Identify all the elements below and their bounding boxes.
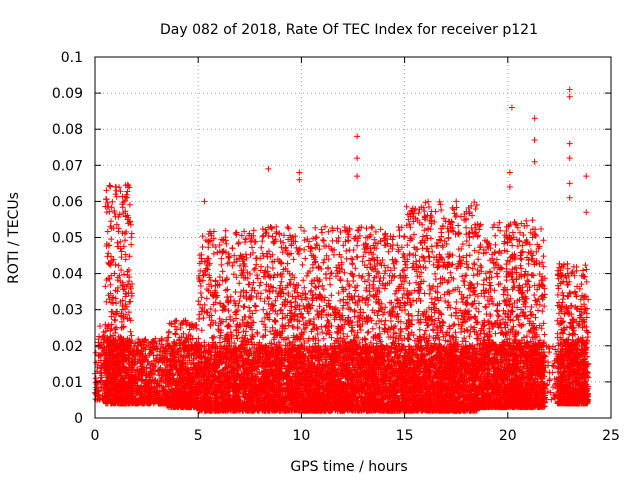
data-point xyxy=(109,198,116,205)
data-point xyxy=(105,203,112,210)
data-point xyxy=(105,292,112,299)
data-point xyxy=(98,362,105,369)
data-point xyxy=(102,328,109,335)
data-point xyxy=(106,208,113,215)
data-point xyxy=(119,297,126,304)
data-point xyxy=(113,221,120,228)
data-point xyxy=(102,283,109,290)
data-point xyxy=(114,277,121,284)
data-point xyxy=(92,349,99,356)
data-point xyxy=(95,388,102,395)
data-point xyxy=(105,250,112,257)
data-point xyxy=(96,333,103,340)
data-point xyxy=(121,197,128,204)
data-point xyxy=(128,332,135,339)
data-point xyxy=(126,309,133,316)
chart-title: Day 082 of 2018, Rate Of TEC Index for r… xyxy=(160,22,538,38)
data-point xyxy=(112,261,119,268)
data-point xyxy=(118,248,125,255)
data-point xyxy=(121,286,128,293)
data-point xyxy=(93,384,100,391)
data-point xyxy=(122,194,129,201)
data-point xyxy=(118,267,125,274)
data-point xyxy=(113,324,120,331)
data-point xyxy=(120,323,127,330)
data-point xyxy=(104,323,111,330)
data-point xyxy=(98,384,105,391)
data-point xyxy=(96,395,103,402)
data-point xyxy=(93,359,100,366)
data-point xyxy=(122,237,129,244)
data-point xyxy=(108,313,115,320)
data-point xyxy=(108,272,115,279)
data-point xyxy=(106,261,113,268)
data-point xyxy=(119,204,126,211)
data-point xyxy=(126,253,133,260)
data-point xyxy=(128,241,135,248)
data-point xyxy=(108,218,115,225)
data-point xyxy=(101,332,108,339)
data-point xyxy=(98,374,105,381)
data-point xyxy=(99,351,106,358)
data-point xyxy=(115,262,122,269)
data-point xyxy=(96,323,103,330)
data-point xyxy=(112,317,119,324)
data-point xyxy=(120,286,127,293)
data-point xyxy=(125,267,132,274)
data-points xyxy=(92,86,592,414)
data-point xyxy=(113,193,120,200)
data-point xyxy=(127,328,134,335)
data-point xyxy=(97,357,104,364)
data-point xyxy=(103,187,110,194)
data-point xyxy=(116,272,123,279)
data-point xyxy=(122,208,129,215)
data-point xyxy=(127,221,134,228)
data-point xyxy=(124,188,131,195)
data-point xyxy=(119,302,126,309)
data-point xyxy=(104,253,111,260)
